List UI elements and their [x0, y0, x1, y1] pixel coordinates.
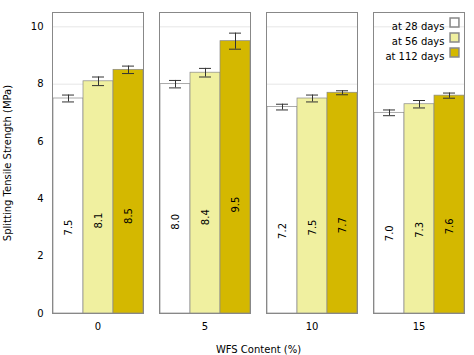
- svg-text:Splitting Tensile Strength (MP: Splitting Tensile Strength (MPa): [2, 85, 13, 241]
- svg-text:10: 10: [31, 21, 44, 32]
- svg-text:8.1: 8.1: [93, 213, 104, 229]
- svg-text:7.6: 7.6: [444, 218, 455, 234]
- svg-text:8.4: 8.4: [200, 209, 211, 225]
- svg-text:7.2: 7.2: [277, 223, 288, 239]
- svg-text:15: 15: [413, 321, 426, 332]
- svg-text:9.5: 9.5: [230, 197, 241, 213]
- svg-text:8.5: 8.5: [123, 208, 134, 224]
- svg-text:0: 0: [37, 308, 43, 319]
- svg-text:at 28 days: at 28 days: [392, 21, 445, 32]
- svg-text:10: 10: [306, 321, 319, 332]
- svg-text:4: 4: [37, 193, 43, 204]
- svg-text:8: 8: [37, 78, 43, 89]
- svg-text:2: 2: [37, 250, 43, 261]
- svg-text:7.5: 7.5: [307, 220, 318, 236]
- svg-text:WFS Content (%): WFS Content (%): [216, 344, 301, 355]
- svg-text:7.5: 7.5: [63, 220, 74, 236]
- svg-text:6: 6: [37, 136, 43, 147]
- svg-text:7.0: 7.0: [384, 225, 395, 241]
- svg-text:7.7: 7.7: [337, 217, 348, 233]
- svg-text:7.3: 7.3: [414, 222, 425, 238]
- svg-text:8.0: 8.0: [170, 214, 181, 230]
- svg-text:at 112 days: at 112 days: [385, 51, 444, 62]
- svg-text:at 56 days: at 56 days: [392, 36, 445, 47]
- svg-text:5: 5: [202, 321, 208, 332]
- svg-text:0: 0: [95, 321, 101, 332]
